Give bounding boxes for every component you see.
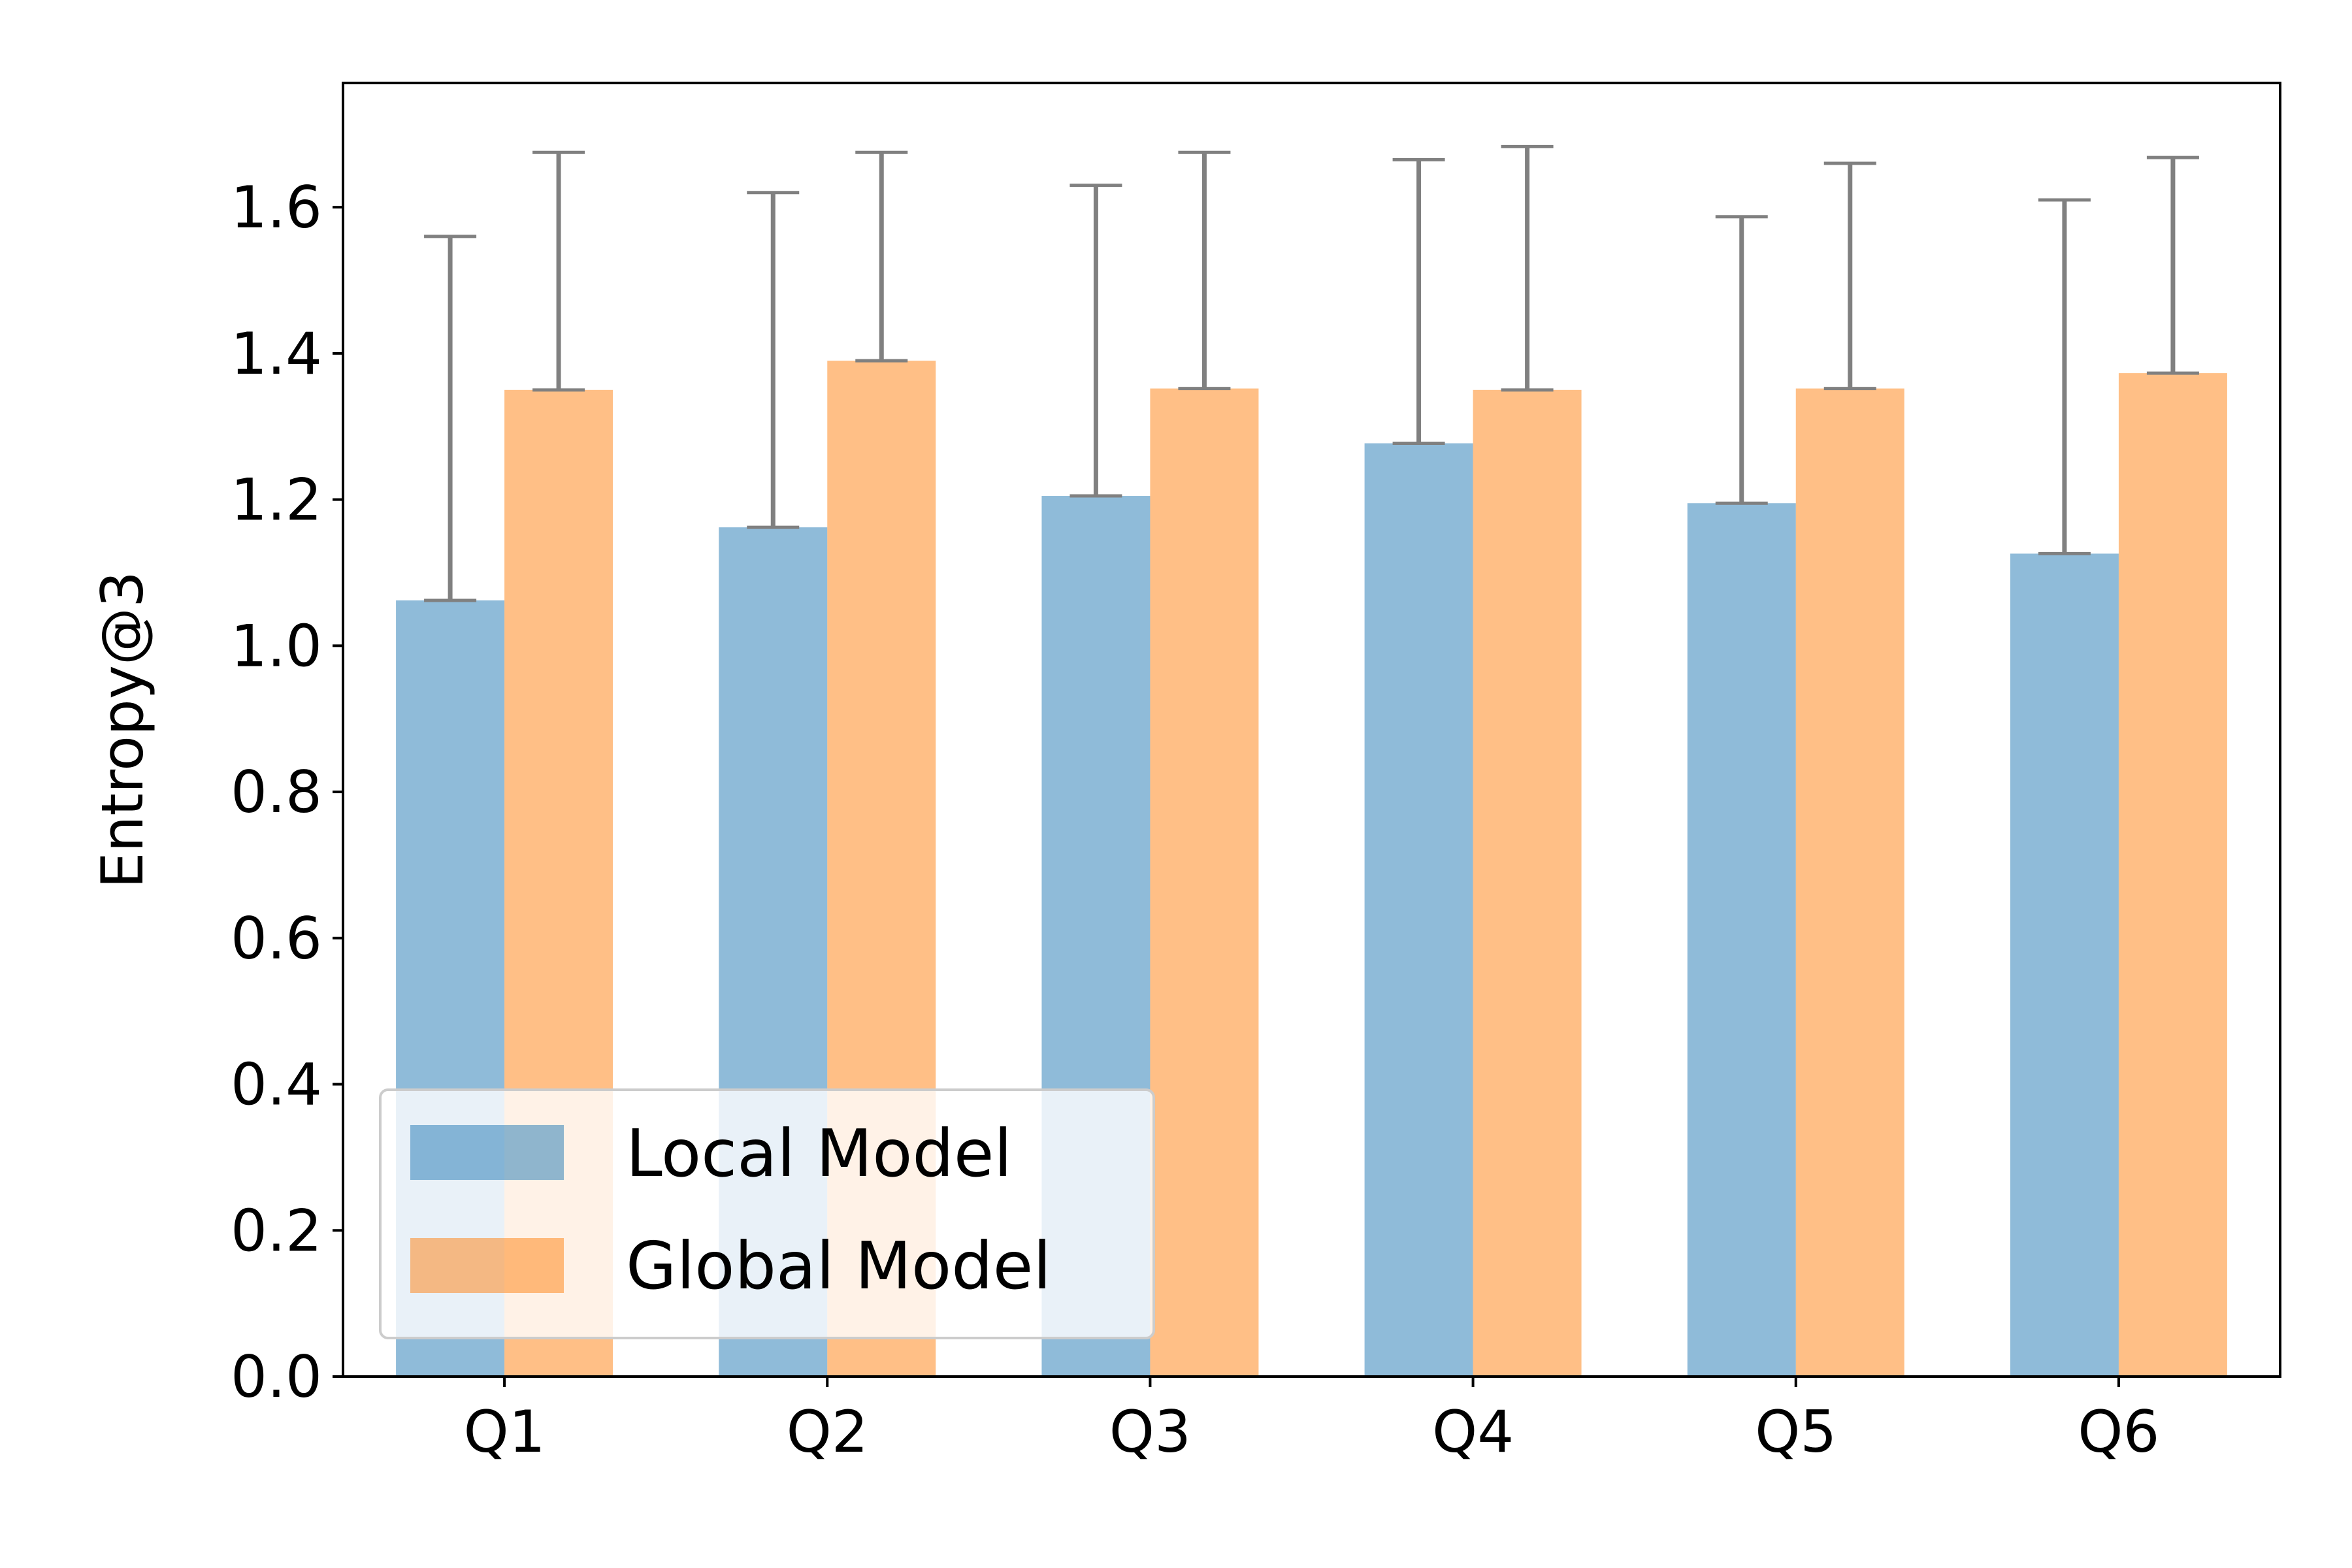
error-bar-local-q6 xyxy=(2038,198,2091,555)
y-tick-label: 1.4 xyxy=(231,320,322,387)
x-tick-label-q4: Q4 xyxy=(1432,1398,1514,1465)
x-tick-label-q3: Q3 xyxy=(1109,1398,1191,1465)
error-bar-local-q3 xyxy=(1070,184,1122,498)
y-tick-label: 0.4 xyxy=(231,1051,322,1119)
legend-swatch-global xyxy=(410,1238,564,1293)
error-bar-global-q6 xyxy=(2146,155,2199,375)
legend-swatch-local xyxy=(410,1125,564,1180)
y-tick-label: 0.0 xyxy=(231,1343,322,1411)
error-bar-global-q3 xyxy=(1178,150,1231,391)
y-axis-label: Entropy@3 xyxy=(89,571,156,889)
legend-box xyxy=(379,1088,1155,1339)
plot-frame xyxy=(342,82,2281,1378)
error-bar-global-q5 xyxy=(1823,161,1876,391)
error-bar-local-q1 xyxy=(424,235,477,602)
y-tick-label: 1.6 xyxy=(231,174,322,241)
bar-global-q3 xyxy=(1150,388,1259,1377)
y-tick-label: 1.2 xyxy=(231,466,322,534)
y-tick-label: 0.6 xyxy=(231,905,322,972)
error-bars-layer xyxy=(424,144,2199,602)
y-axis: 0.0 0.2 0.4 0.6 0.8 1.0 1.2 1.4 1.6 xyxy=(231,174,343,1411)
bar-local-q4 xyxy=(1364,443,1473,1377)
x-axis: Q1 Q2 Q3 Q4 Q5 Q6 xyxy=(463,1377,2160,1465)
x-tick-label-q6: Q6 xyxy=(2078,1398,2159,1465)
error-bar-local-q4 xyxy=(1392,157,1445,445)
x-tick-label-q2: Q2 xyxy=(787,1398,868,1465)
error-bar-global-q4 xyxy=(1501,144,1554,392)
error-bar-global-q2 xyxy=(855,150,908,363)
bar-global-q6 xyxy=(2118,373,2227,1377)
error-bar-local-q5 xyxy=(1715,215,1768,505)
bar-global-q4 xyxy=(1473,389,1582,1377)
error-bar-global-q1 xyxy=(532,150,585,392)
x-tick-label-q5: Q5 xyxy=(1755,1398,1837,1465)
y-tick-label: 0.8 xyxy=(231,759,322,826)
x-tick-label-q1: Q1 xyxy=(463,1398,545,1465)
y-tick-label: 1.0 xyxy=(231,612,322,679)
error-bar-local-q2 xyxy=(747,191,800,529)
bar-global-q5 xyxy=(1795,388,1904,1377)
legend: Local Model Global Model xyxy=(379,1088,1155,1339)
bar-local-q6 xyxy=(2010,553,2119,1377)
y-tick-label: 0.2 xyxy=(231,1197,322,1264)
legend-label-global: Global Model xyxy=(626,1228,1051,1304)
bar-local-q5 xyxy=(1687,503,1796,1377)
legend-label-local: Local Model xyxy=(626,1115,1012,1192)
